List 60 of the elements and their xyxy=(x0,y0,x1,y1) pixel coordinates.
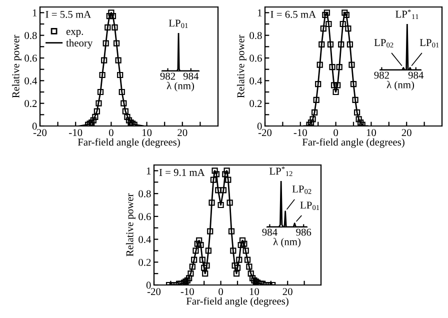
y-tick-label: 0.2 xyxy=(138,258,151,266)
annotation: LP$_{02}$ xyxy=(292,186,312,194)
y-tick-label: 0.4 xyxy=(138,236,152,244)
y-tick-label: 1 xyxy=(258,9,262,16)
y-tick-label: 0.2 xyxy=(24,100,37,108)
x-tick-label: 10 xyxy=(142,129,152,136)
y-tick-label: 0 xyxy=(146,282,151,289)
y-tick-label: 0 xyxy=(257,122,262,130)
x-tick-label: 984 xyxy=(262,228,278,236)
y-tick-label: 0.6 xyxy=(250,54,262,62)
x-tick-label: -20 xyxy=(258,129,272,136)
x-axis-title: Far-field angle (degrees) xyxy=(302,138,404,148)
x-tick-label: 20 xyxy=(178,129,188,136)
x-axis-title: λ (nm) xyxy=(386,80,414,90)
x-tick-label: 0 xyxy=(108,129,114,136)
y-tick-label: 0.2 xyxy=(250,100,262,108)
annotation: I = 6.5 mA xyxy=(270,10,316,18)
y-tick-label: 0.4 xyxy=(24,77,38,84)
y-axis-title: Relative power xyxy=(236,34,246,98)
x-axis-title: Far-field angle (degrees) xyxy=(186,297,288,307)
y-tick-label: 0.6 xyxy=(24,54,37,62)
y-axis-title: Relative power xyxy=(126,193,136,256)
legend-label: exp. xyxy=(66,30,83,38)
y-axis-title: Relative power xyxy=(12,34,22,98)
x-tick-label: 10 xyxy=(366,129,376,136)
y-tick-label: 0.8 xyxy=(138,190,151,198)
x-axis-title: λ (nm) xyxy=(273,238,300,248)
x-tick-label: 982 xyxy=(160,72,176,80)
x-tick-label: 20 xyxy=(402,129,412,136)
x-tick-label: 0 xyxy=(334,129,338,136)
x-tick-label: 10 xyxy=(250,288,260,296)
annotation: I = 5.5 mA xyxy=(46,10,92,18)
legend-label: theory xyxy=(66,39,93,49)
y-tick-label: 1 xyxy=(146,167,151,174)
y-tick-label: 0.6 xyxy=(138,213,151,220)
y-tick-label: 0.8 xyxy=(250,32,262,40)
x-tick-label: 984 xyxy=(408,72,424,79)
x-tick-label: 20 xyxy=(282,288,292,296)
annotation: LP$^{*}$$_{12}$ xyxy=(269,166,292,176)
annotation: LP$_{02}$ xyxy=(374,39,394,48)
x-tick-label: 984 xyxy=(183,72,199,80)
y-tick-label: 0.8 xyxy=(24,32,37,40)
annotation: LP$_{01}$ xyxy=(420,39,439,48)
annotation: I = 9.1 mA xyxy=(159,168,205,176)
x-tick-label: -20 xyxy=(147,288,161,296)
annotation: LP$^{*}$$_{11}$ xyxy=(396,9,418,20)
x-tick-label: 986 xyxy=(296,228,312,236)
x-tick-label: 0 xyxy=(218,288,224,296)
x-tick-label: -10 xyxy=(294,129,307,136)
x-tick-label: -10 xyxy=(180,288,194,296)
y-tick-label: 0 xyxy=(32,122,37,130)
x-tick-label: 982 xyxy=(374,72,389,79)
x-axis-title: λ (nm) xyxy=(166,82,194,92)
annotation: LP$_{01}$ xyxy=(168,20,188,28)
annotation: LP$_{01}$ xyxy=(300,202,320,210)
y-tick-label: 0.4 xyxy=(250,77,262,84)
x-tick-label: -20 xyxy=(33,129,47,136)
x-axis-title: Far-field angle (degrees) xyxy=(78,138,180,148)
y-tick-label: 1 xyxy=(32,9,37,16)
x-tick-label: -10 xyxy=(69,129,82,136)
